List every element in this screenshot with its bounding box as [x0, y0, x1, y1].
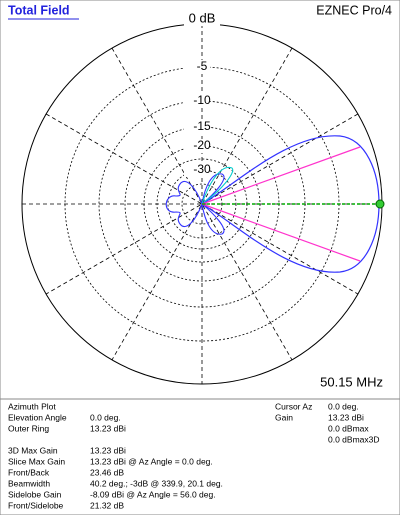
side-lobes — [165, 173, 225, 235]
info-value: 0.0 dBmax3D — [328, 434, 380, 444]
info-value: 13.23 dBi @ Az Angle = 0.0 deg. — [90, 456, 213, 466]
ring-label: -15 — [193, 119, 211, 133]
ring-label: -30 — [193, 162, 211, 176]
ring-label-bg — [184, 163, 210, 177]
info-label: Gain — [275, 412, 293, 422]
info-value: 0.0 deg. — [328, 401, 359, 411]
info-value: 13.23 dBi — [90, 445, 126, 455]
info-label: Cursor Az — [275, 401, 312, 411]
info-value: 40.2 deg.; -3dB @ 339.9, 20.1 deg. — [90, 478, 223, 488]
info-value: 23.46 dB — [90, 467, 124, 477]
info-value: -8.09 dBi @ Az Angle = 56.0 deg. — [90, 489, 216, 499]
ring-label-bg — [184, 12, 220, 26]
info-label: 3D Max Gain — [8, 445, 58, 455]
info-value: 13.23 dBi — [328, 412, 364, 422]
info-label: Outer Ring — [8, 423, 49, 433]
info-label: Sidelobe Gain — [8, 489, 62, 499]
info-value: 21.32 dB — [90, 500, 124, 510]
ring-label: 0 dB — [189, 10, 216, 25]
beamwidth-line — [201, 146, 361, 205]
ring-label-bg — [184, 60, 210, 74]
info-label: Beamwidth — [8, 478, 50, 488]
info-value: 0.0 deg. — [90, 412, 121, 422]
app-name: EZNEC Pro/4 — [316, 3, 392, 17]
info-value: 0.0 dBmax — [328, 423, 369, 433]
info-label: Slice Max Gain — [8, 456, 65, 466]
beamwidth-line — [201, 203, 361, 262]
ring-label: -10 — [193, 93, 211, 107]
ring-label-bg — [184, 139, 210, 153]
frequency: 50.15 MHz — [320, 374, 383, 389]
ring-label: -20 — [193, 138, 211, 152]
spoke — [45, 113, 359, 295]
ring-label-bg — [184, 120, 210, 134]
plot-title: Total Field — [8, 3, 70, 17]
info-label: Front/Back — [8, 467, 50, 477]
info-label: Front/Sidelobe — [8, 500, 64, 510]
info-label: Elevation Angle — [8, 412, 67, 422]
cursor-dot — [375, 199, 385, 209]
info-value: 13.23 dBi — [90, 423, 126, 433]
cyan-trace — [201, 166, 234, 205]
ring-label-bg — [184, 94, 210, 108]
ring — [167, 169, 237, 239]
ring-label: -5 — [197, 59, 208, 73]
info-label: Azimuth Plot — [8, 401, 56, 411]
